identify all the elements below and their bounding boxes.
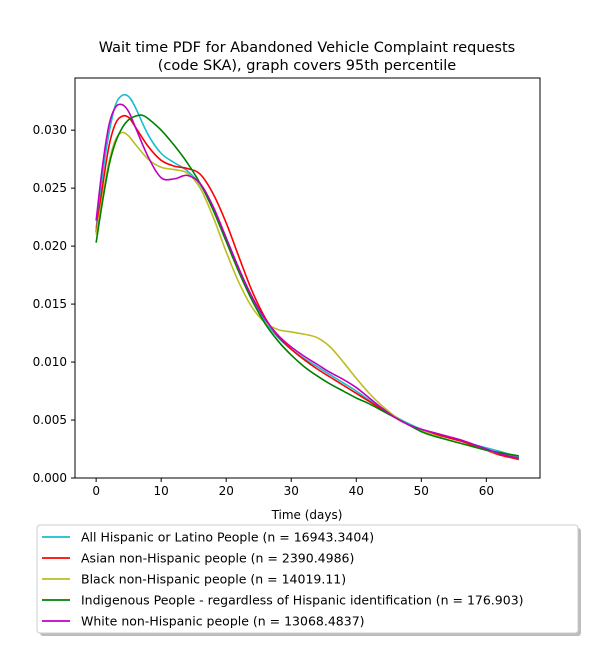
- y-tick-label: 0.000: [33, 471, 67, 485]
- x-tick-label: 20: [219, 484, 234, 498]
- legend-label-2: Asian non-Hispanic people (n = 2390.4986…: [81, 551, 354, 566]
- series-line-5: [95, 103, 520, 460]
- axes-layer: [74, 77, 541, 479]
- legend-items: All Hispanic or Latino People (n = 16943…: [42, 530, 524, 629]
- ticks-layer: 0 10 20 30 40 50 60 0.000 0.005 0.010 0.015 0.020 0.…: [33, 123, 494, 498]
- x-axis-label: Time (days): [271, 508, 343, 522]
- y-tick-label: 0.030: [33, 123, 67, 137]
- x-tick-label: 0: [92, 484, 100, 498]
- legend-label-1: All Hispanic or Latino People (n = 16943…: [81, 530, 374, 545]
- legend-label-5: White non-Hispanic people (n = 13068.483…: [81, 614, 365, 629]
- y-tick-label: 0.010: [33, 355, 67, 369]
- y-tick-label: 0.025: [33, 181, 67, 195]
- x-tick-label: 40: [349, 484, 364, 498]
- legend-label-3: Black non-Hispanic people (n = 14019.11): [81, 572, 346, 587]
- legend: All Hispanic or Latino People (n = 16943…: [36, 524, 581, 636]
- chart-title-line-1: Wait time PDF for Abandoned Vehicle Comp…: [99, 40, 515, 56]
- x-tick-label: 10: [154, 484, 169, 498]
- x-tick-label: 60: [479, 484, 494, 498]
- series-line-1: [95, 93, 520, 458]
- legend-box: [36, 524, 579, 634]
- plot-frame: [74, 77, 541, 479]
- legend-label-4: Indigenous People - regardless of Hispan…: [81, 593, 524, 608]
- x-tick-label: 50: [414, 484, 429, 498]
- series-line-4: [95, 114, 520, 457]
- series-line-3: [95, 131, 520, 460]
- chart-title-line-2: (code SKA), graph covers 95th percentile: [158, 58, 457, 74]
- x-tick-label: 30: [284, 484, 299, 498]
- series-layer: [95, 93, 520, 461]
- y-tick-label: 0.015: [33, 297, 67, 311]
- y-tick-label: 0.005: [33, 413, 67, 427]
- y-tick-label: 0.020: [33, 239, 67, 253]
